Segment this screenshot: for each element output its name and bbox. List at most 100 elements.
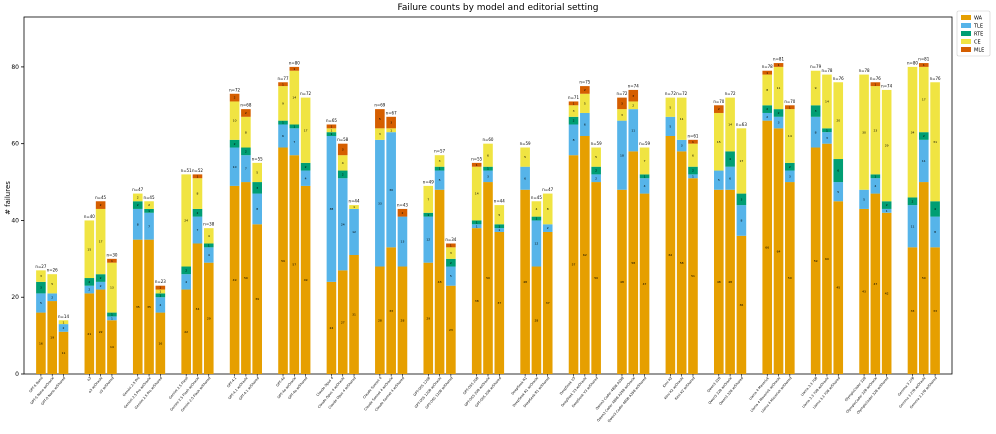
segment-value-label: 14 [110, 345, 114, 349]
bar-total-label: n=63 [736, 122, 747, 127]
segment-value-label: 3 [621, 101, 623, 105]
bar-total-label: n=34 [445, 237, 456, 242]
segment-value-label: 5 [669, 105, 671, 109]
bar-segment-tle [252, 193, 262, 225]
bar-segment-wa [203, 262, 214, 374]
bar-segment-rte [568, 116, 579, 125]
bar-total-label: n=77 [278, 76, 289, 81]
segment-value-label: 29 [885, 144, 889, 148]
segment-value-label: 49 [304, 278, 308, 282]
segment-value-label: 1 [293, 67, 295, 71]
bar-segment-tle [144, 212, 154, 240]
segment-value-label: 66 [765, 245, 769, 249]
segment-value-label: 8 [547, 207, 549, 211]
bar-segment-wa [762, 120, 773, 374]
bar-total-label: n=59 [520, 141, 531, 146]
bar-segment-wa [617, 189, 627, 374]
bar-segment-rte [144, 208, 154, 213]
bar-segment-tle [725, 166, 735, 190]
bar-segment-ce [252, 162, 262, 183]
segment-value-label: 1 [353, 205, 355, 209]
legend-swatch-wa [961, 15, 971, 20]
bar-segment-tle [132, 208, 143, 240]
segment-value-label: 1 [282, 82, 284, 86]
bar-segment-rte [326, 132, 337, 136]
bar-total-label: n=14 [58, 314, 69, 319]
segment-value-label: 3 [487, 174, 489, 178]
bar-segment-mle [688, 139, 698, 144]
bar-segment-wa [483, 182, 493, 374]
segment-value-label: 10 [233, 165, 237, 169]
bar-total-label: n=38 [203, 222, 214, 227]
bar-segment-tle [84, 285, 95, 294]
bar-total-label: n=76 [833, 76, 844, 81]
bar-segment-rte [278, 120, 288, 125]
bar-total-label: n=61 [687, 133, 698, 138]
bar-segment-wa [833, 201, 844, 374]
bar-segment-wa [155, 312, 166, 374]
bar-segment-mle [580, 86, 590, 94]
segment-value-label: 1 [692, 140, 694, 144]
segment-value-label: 8 [934, 230, 936, 234]
segment-value-label: 7 [293, 140, 295, 144]
bar-segment-tle [95, 281, 106, 290]
segment-value-label: 11 [777, 86, 781, 90]
segment-value-label: 3 [621, 113, 623, 117]
segment-value-label: 5 [837, 190, 839, 194]
bar-segment-tle [107, 316, 117, 321]
segment-value-label: 14 [728, 123, 732, 127]
segment-value-label: 1 [293, 125, 295, 129]
segment-value-label: 58 [631, 261, 635, 265]
segment-value-label: 6 [692, 153, 694, 157]
bar-segment-tle [822, 132, 832, 144]
y-tick-label: 40 [11, 217, 19, 224]
segment-value-label: 60 [825, 257, 829, 261]
bar-segment-ce [859, 74, 869, 190]
bar-segment-ce [531, 201, 542, 217]
bar-total-label: n=76 [930, 76, 941, 81]
bar-segment-mle [375, 109, 385, 129]
bar-segment-ce [870, 86, 881, 175]
bar-segment-ce [907, 66, 918, 198]
segment-value-label: 4 [874, 184, 876, 188]
bar-segment-rte [881, 201, 892, 209]
segment-value-label: 5 [439, 178, 441, 182]
segment-value-label: 22 [99, 330, 103, 334]
segment-value-label: 47 [873, 282, 877, 286]
bar-total-label: n=55 [471, 156, 482, 161]
segment-value-label: 2 [778, 111, 780, 115]
bar-segment-tle [907, 205, 918, 248]
segment-value-label: 24 [330, 326, 334, 330]
segment-value-label: 49 [233, 278, 237, 282]
bar-segment-wa [132, 239, 143, 374]
bar-segment-wa [84, 293, 95, 374]
segment-value-label: 62 [668, 253, 672, 257]
x-tick-label: GPT-4o [275, 376, 285, 387]
bar-segment-tle [337, 178, 348, 271]
bar-segment-wa [434, 189, 445, 374]
segment-value-label: 12 [352, 230, 356, 234]
bar-segment-rte [95, 274, 106, 282]
bar-segment-tle [881, 208, 892, 213]
bar-segment-ce [95, 208, 106, 275]
segment-value-label: 12 [426, 238, 430, 242]
bar-segment-ce [930, 82, 940, 202]
bar-total-label: n=80 [289, 60, 300, 65]
bar-segment-mle [628, 89, 639, 102]
bar-segment-ce [423, 185, 434, 213]
segment-value-label: 3 [40, 274, 42, 278]
bar-segment-wa [725, 189, 735, 374]
segment-value-label: 30 [862, 130, 866, 134]
segment-value-label: 62 [583, 253, 587, 257]
segment-value-label: 39 [255, 297, 259, 301]
legend: WA TLE RTE CE MLE [956, 10, 991, 57]
bar-segment-wa [520, 189, 530, 374]
segment-value-label: 1 [111, 316, 113, 320]
bar-total-label: n=40 [84, 214, 95, 219]
segment-value-label: 16 [39, 341, 43, 345]
bar-segment-wa [580, 136, 590, 374]
legend-box [956, 10, 991, 57]
bar-segment-ce [591, 147, 601, 167]
segment-value-label: 3 [439, 159, 441, 163]
segment-value-label: 35 [147, 305, 151, 309]
